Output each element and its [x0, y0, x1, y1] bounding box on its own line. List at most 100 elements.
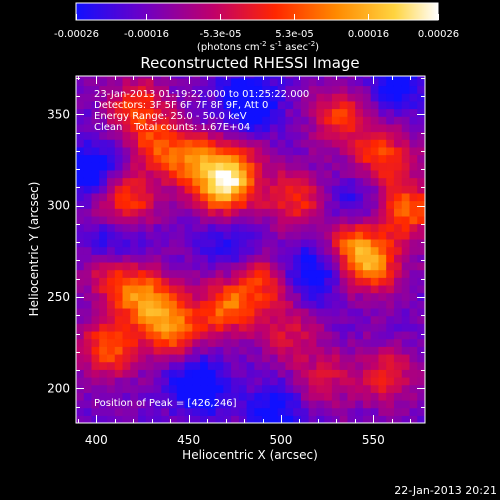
heat-cell [207, 330, 217, 340]
heat-cell [355, 231, 364, 240]
heat-cell [409, 77, 418, 87]
heat-cell [91, 139, 100, 148]
heat-cell [145, 269, 155, 278]
heat-cell [362, 284, 372, 294]
heat-cell [99, 93, 108, 102]
heat-cell [215, 254, 224, 263]
heat-cell [409, 346, 418, 355]
heat-cell [231, 399, 240, 409]
heat-cell [300, 100, 310, 110]
heat-cell [122, 185, 131, 194]
heat-cell [331, 223, 341, 232]
heat-cell [207, 323, 217, 332]
heat-cell [145, 77, 155, 87]
heat-cell [401, 307, 411, 317]
heat-cell [262, 162, 271, 171]
heat-cell [91, 215, 100, 225]
heat-cell [355, 361, 364, 370]
heat-cell [192, 369, 201, 378]
heat-cell [285, 238, 294, 248]
heat-cell [362, 77, 372, 87]
heat-cell [409, 415, 418, 423]
heat-cell [231, 246, 240, 255]
heat-cell [200, 185, 209, 194]
heat-cell [386, 93, 395, 102]
heat-cell [107, 76, 116, 79]
heat-cell [409, 392, 418, 401]
heat-cell [293, 185, 302, 194]
heat-cell [91, 415, 100, 423]
heat-cell [409, 330, 418, 340]
heat-cell [293, 323, 302, 332]
heat-cell [370, 76, 380, 79]
heat-cell [153, 369, 162, 378]
heat-cell [91, 261, 100, 271]
heat-cell [114, 169, 124, 179]
heat-cell [386, 261, 395, 271]
heat-cell [122, 162, 131, 171]
heat-cell [378, 231, 387, 240]
colorbar-ticks [76, 14, 439, 20]
heat-cell [401, 76, 411, 79]
heat-cell [215, 346, 224, 355]
heat-cell [417, 307, 425, 317]
heat-cell [207, 77, 217, 87]
heat-cell [355, 407, 364, 416]
heat-cell [107, 215, 116, 225]
heat-cell [207, 192, 217, 202]
heat-cell [339, 407, 349, 416]
heat-cell [378, 369, 387, 378]
heat-cell [200, 215, 209, 225]
heat-cell [145, 238, 155, 248]
heat-cell [130, 146, 139, 156]
heat-cell [246, 307, 255, 317]
heat-cell [176, 254, 186, 263]
heat-cell [215, 361, 224, 370]
heat-cell [76, 392, 85, 401]
heat-cell [200, 231, 209, 240]
heat-cell [285, 292, 294, 301]
heat-cell [401, 146, 411, 156]
heat-cell [207, 208, 217, 217]
heat-cell [316, 93, 325, 102]
heat-cell [339, 131, 349, 140]
heat-cell [269, 108, 279, 117]
heat-cell [331, 93, 341, 102]
heat-cell [254, 93, 263, 102]
heat-cell [355, 116, 364, 125]
heat-cell [192, 116, 201, 125]
heat-cell [347, 361, 356, 370]
heat-cell [76, 269, 85, 278]
heat-cell [362, 300, 372, 309]
heat-cell [246, 292, 255, 301]
heat-cell [355, 353, 364, 363]
heat-cell [145, 277, 155, 286]
heat-cell [207, 415, 217, 423]
heat-cell [324, 123, 333, 133]
heat-cell [324, 200, 333, 209]
heat-cell [91, 100, 100, 110]
heat-cell [417, 300, 425, 309]
heat-cell [409, 399, 418, 409]
heat-cell [91, 116, 100, 125]
heat-cell [246, 338, 255, 347]
heat-cell [153, 162, 162, 171]
heat-cell [355, 384, 364, 393]
heat-cell [161, 85, 170, 94]
heat-cell [192, 185, 201, 194]
heat-cell [153, 139, 162, 148]
heat-cell [362, 254, 372, 263]
heat-cell [223, 146, 232, 156]
heat-cell [99, 346, 108, 355]
heat-cell [207, 315, 217, 324]
heat-cell [285, 76, 294, 79]
heat-cell [207, 185, 217, 194]
heat-cell [91, 361, 100, 370]
heat-cell [339, 269, 349, 278]
heat-cell [184, 177, 193, 186]
heat-cell [161, 246, 170, 255]
heat-cell [269, 399, 279, 409]
heat-cell [393, 415, 403, 423]
heat-cell [401, 123, 411, 133]
heat-cell [161, 399, 170, 409]
